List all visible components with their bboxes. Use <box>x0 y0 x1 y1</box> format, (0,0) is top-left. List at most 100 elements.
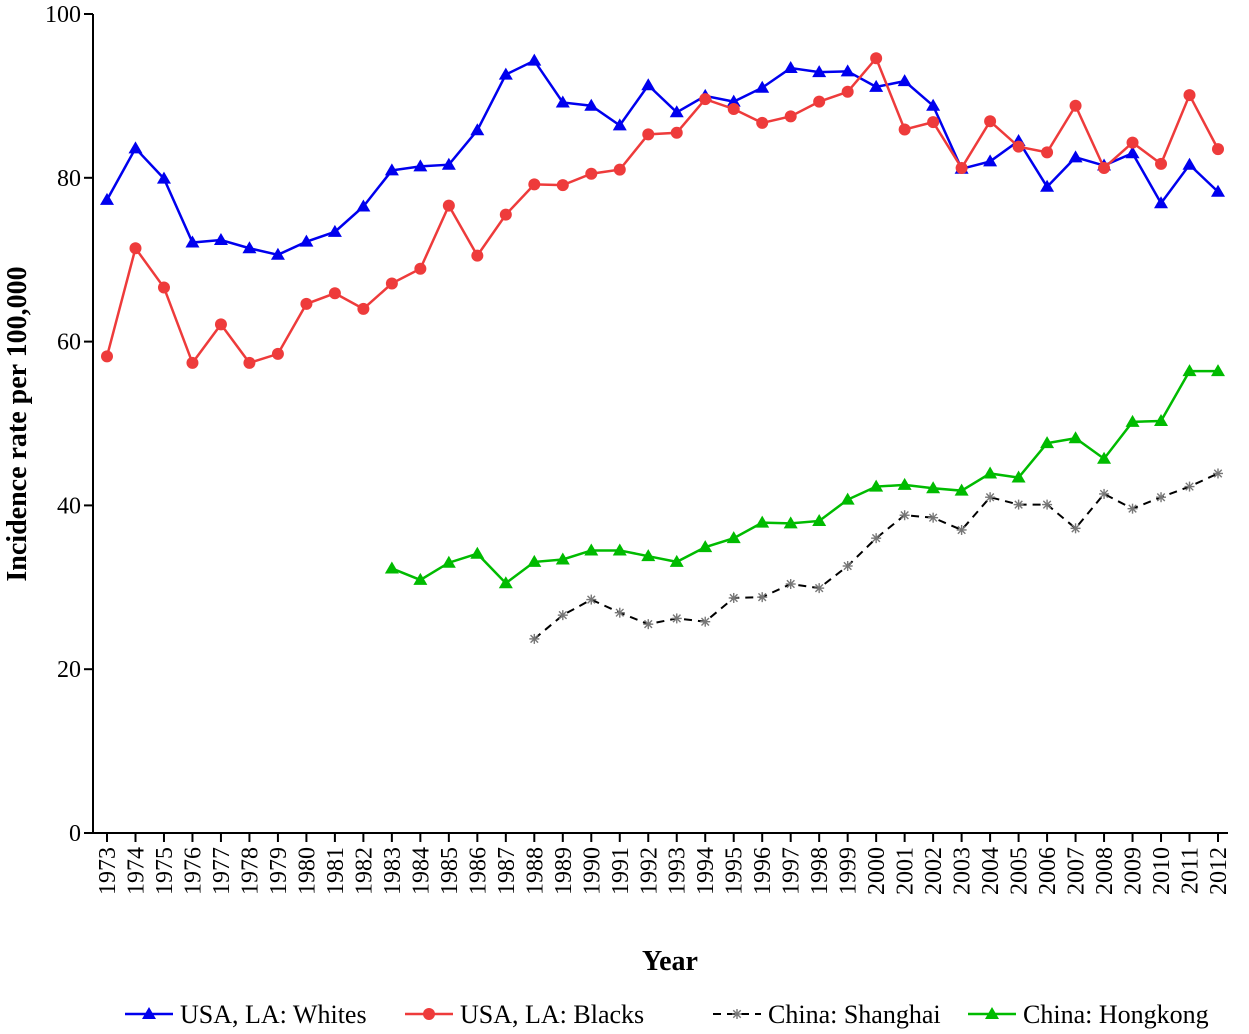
x-tick-label: 2012 <box>1206 847 1232 895</box>
data-point <box>101 350 113 363</box>
legend-label: USA, LA: Whites <box>180 1000 367 1029</box>
data-point <box>897 477 912 490</box>
data-point <box>156 171 171 184</box>
x-tick-label: 1979 <box>266 847 292 895</box>
data-point <box>983 154 998 167</box>
data-point <box>498 576 513 589</box>
data-point <box>700 616 711 627</box>
legend-label: China: Shanghai <box>768 1000 941 1029</box>
data-point <box>1013 499 1024 510</box>
x-tick-label: 1981 <box>323 847 349 895</box>
legend-item: USA, LA: Blacks <box>405 1000 644 1029</box>
series-usa-la-whites <box>100 53 1225 260</box>
y-axis-title: Incidence rate per 100,000 <box>2 266 33 581</box>
data-point <box>242 241 257 254</box>
data-point <box>557 610 568 621</box>
data-point <box>1154 414 1169 427</box>
data-point <box>812 513 827 526</box>
data-point <box>357 302 370 315</box>
x-tick-label: 2010 <box>1149 847 1175 895</box>
data-point <box>956 524 967 535</box>
data-point <box>870 52 883 65</box>
series-line <box>105 59 1219 257</box>
data-point <box>1125 146 1140 159</box>
data-point <box>270 247 285 260</box>
data-point <box>584 98 599 111</box>
data-point <box>584 543 599 556</box>
series-line <box>105 55 1220 366</box>
x-tick-label: 1988 <box>522 847 548 895</box>
legend-item: China: Hongkong <box>968 1000 1209 1029</box>
x-tick-label: 2007 <box>1064 847 1090 895</box>
x-tick-label: 2002 <box>921 847 947 895</box>
data-point <box>327 224 342 237</box>
data-point <box>927 116 940 129</box>
data-point <box>784 110 797 123</box>
data-point <box>984 115 997 128</box>
data-point <box>983 466 998 479</box>
data-point <box>643 619 654 630</box>
data-point <box>441 555 456 568</box>
y-tick-label: 80 <box>57 166 81 192</box>
legend-label: China: Hongkong <box>1023 1000 1209 1029</box>
x-tick-label: 1986 <box>465 847 491 895</box>
y-tick-label: 0 <box>69 821 81 847</box>
data-point <box>528 178 541 191</box>
series-usa-la-blacks <box>101 52 1224 369</box>
x-tick-label: 1996 <box>750 847 776 895</box>
data-point <box>670 126 683 139</box>
data-point <box>928 512 939 523</box>
data-point <box>1155 157 1168 170</box>
data-point <box>671 613 682 624</box>
data-point <box>728 592 739 603</box>
data-point <box>727 103 740 116</box>
x-tick-label: 1998 <box>807 847 833 895</box>
x-tick-label: 1977 <box>209 847 235 895</box>
data-point <box>1069 99 1082 112</box>
data-point <box>555 552 570 565</box>
x-tick-label: 1999 <box>836 847 862 895</box>
x-tick-label: 2008 <box>1092 847 1118 895</box>
y-tick-label: 60 <box>57 330 81 356</box>
data-point <box>1213 468 1223 479</box>
data-point <box>555 95 570 108</box>
data-point <box>413 572 428 585</box>
data-point <box>842 561 853 572</box>
data-point <box>1041 146 1054 159</box>
data-point <box>1184 481 1195 492</box>
series-china-shanghai <box>529 468 1223 644</box>
data-point <box>271 347 284 360</box>
data-point <box>698 540 713 553</box>
data-point <box>1154 196 1169 209</box>
legend-marker <box>732 1009 742 1019</box>
data-point <box>755 515 770 528</box>
y-tick-label: 20 <box>57 657 81 683</box>
data-point <box>612 543 627 556</box>
data-point <box>186 356 199 369</box>
data-point <box>471 249 484 262</box>
x-tick-label: 1987 <box>494 847 520 895</box>
x-tick-label: 2003 <box>950 847 976 895</box>
data-point <box>669 554 684 567</box>
x-tick-label: 1978 <box>237 847 263 895</box>
x-tick-label: 1995 <box>722 847 748 895</box>
y-tick-label: 100 <box>45 2 81 28</box>
data-point <box>185 235 200 248</box>
data-point <box>757 592 768 603</box>
data-point <box>529 633 540 644</box>
data-point <box>1125 414 1140 427</box>
x-tick-label: 2004 <box>978 847 1004 895</box>
legend: USA, LA: Whites USA, LA: Blacks China: Sha… <box>125 1000 1209 1029</box>
data-point <box>1042 499 1053 510</box>
series-layer <box>100 52 1225 644</box>
data-point <box>897 74 912 87</box>
data-point <box>812 65 827 78</box>
legend-marker <box>985 1007 999 1019</box>
data-point <box>586 594 597 605</box>
x-tick-label: 1990 <box>579 847 605 895</box>
x-tick-label: 2000 <box>864 847 890 895</box>
x-axis: 1973 1974 1975 1976 1977 1978 1979 1980 1981 1982… <box>93 832 1232 895</box>
x-tick-label: 1993 <box>665 847 691 895</box>
data-point <box>755 80 770 93</box>
